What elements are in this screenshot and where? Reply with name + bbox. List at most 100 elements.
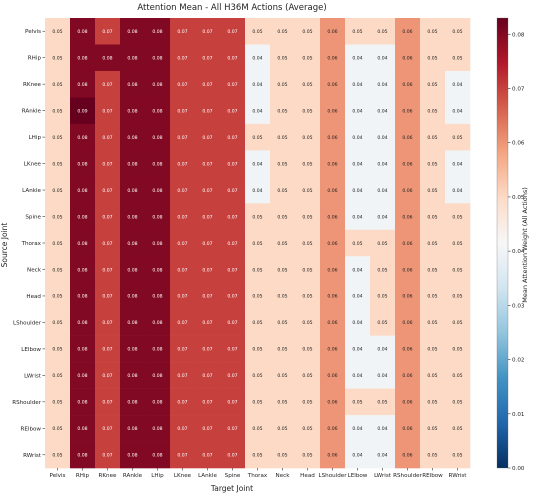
cell-value-label: 0.05: [52, 82, 62, 88]
cell-value-label: 0.05: [377, 29, 387, 35]
heatmap-cell: [145, 44, 171, 72]
heatmap-cell: [45, 203, 71, 231]
cell-value-label: 0.08: [152, 267, 162, 273]
cell-value-label: 0.08: [77, 426, 87, 432]
cell-value-label: 0.05: [252, 241, 262, 247]
cell-value-label: 0.05: [277, 82, 287, 88]
heatmap-cell: [70, 97, 96, 125]
heatmap-cell: [420, 150, 446, 178]
cell-value-label: 0.05: [302, 267, 312, 273]
cell-value-label: 0.05: [377, 400, 387, 406]
heatmap-cell: [320, 18, 346, 45]
cell-value-label: 0.07: [177, 400, 187, 406]
cell-value-label: 0.06: [402, 373, 412, 379]
heatmap-cell: [70, 123, 96, 151]
y-tick-label: LWrist: [24, 373, 42, 379]
heatmap-cell: [45, 97, 71, 125]
cell-value-label: 0.04: [352, 135, 362, 141]
heatmap-cell: [70, 70, 96, 98]
cell-value-label: 0.07: [102, 108, 112, 114]
colorbar: 0.00 0.01 0.02 0.03 0.04 0.05 0.06 0.07 0.08: [496, 17, 525, 472]
cell-value-label: 0.06: [327, 135, 337, 141]
cell-value-label: 0.07: [202, 29, 212, 35]
cell-value-label: 0.06: [327, 29, 337, 35]
x-tick-label: LKnee: [174, 473, 192, 479]
cell-value-label: 0.07: [177, 267, 187, 273]
cell-value-label: 0.07: [227, 241, 237, 247]
cell-value-label: 0.06: [402, 453, 412, 459]
heatmap-cell: [345, 388, 371, 416]
cell-value-label: 0.05: [302, 320, 312, 326]
heatmap-cell: [295, 388, 321, 416]
heatmap-cell: [145, 282, 171, 310]
cell-value-label: 0.05: [427, 241, 437, 247]
cell-value-label: 0.05: [427, 56, 437, 62]
heatmap-cell: [170, 309, 196, 336]
cell-value-label: 0.05: [452, 453, 462, 459]
cell-value-label: 0.05: [52, 400, 62, 406]
heatmap-cell: [395, 441, 421, 469]
cell-value-label: 0.05: [277, 347, 287, 353]
cell-value-label: 0.07: [202, 82, 212, 88]
heatmap-cell: [270, 362, 296, 389]
heatmap-cell: [395, 335, 421, 363]
heatmap-cell: [395, 415, 421, 442]
heatmap-cell: [345, 70, 371, 98]
cell-value-label: 0.08: [152, 347, 162, 353]
cell-value-label: 0.08: [127, 108, 137, 114]
cell-value-label: 0.06: [327, 453, 337, 459]
cell-value-label: 0.07: [227, 161, 237, 167]
x-tick-label: RKnee: [99, 473, 118, 479]
cell-value-label: 0.07: [177, 426, 187, 432]
heatmap-cell: [70, 415, 96, 442]
cell-value-label: 0.07: [177, 294, 187, 300]
heatmap-cell: [45, 150, 71, 178]
cell-value-label: 0.05: [377, 294, 387, 300]
heatmap-cell: [170, 229, 196, 257]
x-tick-label: LShoulder: [318, 473, 347, 479]
heatmap-cell: [45, 123, 71, 151]
cell-value-label: 0.04: [352, 56, 362, 62]
heatmap-cell: [420, 176, 446, 204]
cell-value-label: 0.04: [377, 373, 387, 379]
heatmap-cell: [170, 150, 196, 178]
cell-value-label: 0.08: [152, 294, 162, 300]
y-tick-label: LShoulder: [13, 320, 42, 326]
heatmap-cell: [270, 123, 296, 151]
cell-value-label: 0.05: [302, 135, 312, 141]
cell-value-label: 0.05: [427, 294, 437, 300]
cell-value-label: 0.07: [227, 188, 237, 194]
cell-value-label: 0.04: [352, 453, 362, 459]
heatmap-cell: [295, 44, 321, 72]
cell-value-label: 0.08: [77, 453, 87, 459]
heatmap-cell: [420, 203, 446, 231]
cell-value-label: 0.06: [402, 426, 412, 432]
heatmap-cell: [220, 282, 246, 310]
heatmap-cell: [420, 256, 446, 284]
y-axis: Pelvis RHip RKnee RAnkle LHip LKnee LAnkle Spin…: [12, 29, 45, 459]
heatmap-cell: [395, 256, 421, 284]
heatmap-cell: [295, 282, 321, 310]
cell-value-label: 0.05: [52, 453, 62, 459]
cell-value-label: 0.07: [202, 135, 212, 141]
cell-value-label: 0.07: [227, 373, 237, 379]
cell-value-label: 0.04: [377, 56, 387, 62]
cell-value-label: 0.05: [277, 56, 287, 62]
cell-value-label: 0.06: [402, 56, 412, 62]
cell-value-label: 0.05: [427, 108, 437, 114]
cell-value-label: 0.05: [52, 294, 62, 300]
heatmap-cell: [220, 203, 246, 231]
cell-value-label: 0.06: [402, 347, 412, 353]
heatmap-cell: [420, 123, 446, 151]
heatmap-cell: [170, 256, 196, 284]
heatmap-cell: [320, 256, 346, 284]
heatmap-cell: [370, 70, 396, 98]
heatmap-cell: [70, 203, 96, 231]
heatmap-cell: [345, 256, 371, 284]
cell-value-label: 0.08: [152, 400, 162, 406]
cell-value-label: 0.07: [177, 453, 187, 459]
cell-value-label: 0.07: [227, 400, 237, 406]
heatmap-cell: [445, 388, 471, 416]
heatmap-cell: [445, 282, 471, 310]
cell-value-label: 0.07: [102, 188, 112, 194]
